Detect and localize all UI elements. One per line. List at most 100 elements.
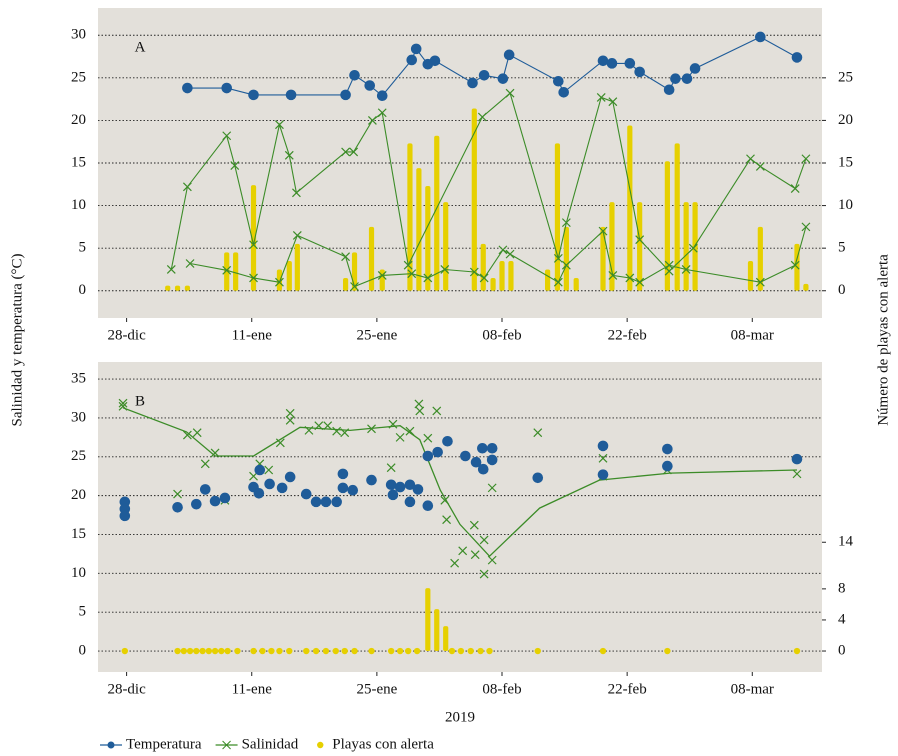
marker — [450, 558, 460, 568]
dot — [351, 647, 358, 655]
y-tick-label: 0 — [79, 282, 87, 298]
dot — [793, 647, 801, 655]
marker-stroke — [450, 558, 460, 568]
marker — [377, 108, 387, 118]
series-line — [187, 36, 798, 97]
marker-stroke — [664, 260, 674, 270]
marker — [598, 453, 608, 463]
marker — [790, 260, 800, 270]
dot — [286, 647, 293, 655]
marker — [387, 489, 399, 501]
marker — [606, 58, 618, 69]
marker — [210, 448, 220, 458]
legend-symbol — [222, 740, 231, 750]
bar — [379, 269, 385, 291]
marker — [597, 440, 609, 452]
marker — [366, 474, 377, 486]
marker-stroke — [377, 108, 387, 118]
marker — [429, 55, 441, 67]
marker — [386, 463, 396, 473]
marker-stroke — [801, 154, 811, 164]
marker — [558, 87, 569, 98]
bar — [757, 226, 763, 291]
marker — [608, 97, 618, 107]
y-tick-label: 0 — [79, 642, 87, 658]
marker — [249, 273, 258, 283]
y-axis-label: Salinidad y temperatura (°C) — [9, 253, 25, 426]
marker — [192, 428, 202, 438]
y-tick-label: 15 — [71, 154, 86, 170]
dot — [193, 647, 200, 655]
marker — [487, 555, 497, 565]
y2-tick-label: 20 — [838, 112, 853, 128]
marker — [405, 426, 415, 436]
marker-stroke — [442, 515, 452, 525]
bar — [573, 277, 579, 291]
marker-stroke — [432, 406, 442, 416]
marker-stroke — [377, 270, 387, 280]
marker-stroke — [505, 88, 515, 98]
panel: 0 5 10 15 20 25 30 35 0 4 8 14 28-dic 11-ene 25-ene 08-… — [71, 362, 854, 725]
marker — [664, 260, 674, 270]
marker — [442, 435, 453, 447]
y-tick-label: 30 — [71, 409, 86, 425]
marker — [249, 240, 258, 250]
marker — [209, 495, 221, 507]
marker-stroke — [403, 260, 413, 270]
marker — [230, 161, 240, 170]
marker-stroke — [185, 259, 195, 268]
marker — [625, 273, 635, 283]
marker — [415, 406, 425, 416]
marker-stroke — [200, 459, 210, 469]
marker — [275, 438, 285, 448]
dot — [205, 647, 213, 655]
marker — [173, 489, 182, 499]
dot — [121, 647, 129, 655]
dot — [312, 647, 320, 655]
bar — [443, 626, 449, 652]
marker-stroke — [388, 419, 398, 429]
dot — [186, 647, 194, 655]
marker-stroke — [275, 120, 284, 130]
marker-stroke — [681, 265, 691, 274]
marker — [349, 147, 359, 157]
marker — [440, 495, 450, 505]
marker — [276, 482, 288, 494]
dot — [234, 647, 241, 655]
plot-background — [98, 362, 822, 672]
marker — [347, 484, 359, 496]
marker — [191, 498, 202, 510]
x-tick-label: 28-dic — [107, 681, 146, 697]
marker — [532, 472, 544, 484]
marker — [385, 479, 397, 491]
x-tick-label: 28-dic — [107, 327, 146, 343]
x-tick-label: 11-ene — [232, 327, 273, 343]
dot — [250, 647, 257, 655]
marker — [292, 188, 301, 198]
marker-stroke — [173, 489, 182, 499]
marker-stroke — [386, 463, 396, 473]
marker-stroke — [415, 406, 425, 416]
bar — [563, 226, 569, 291]
x-tick-label: 08-feb — [482, 681, 521, 697]
marker — [310, 496, 322, 508]
marker — [792, 469, 802, 479]
panel-label: B — [135, 393, 145, 409]
marker-stroke — [292, 188, 301, 198]
marker — [323, 421, 333, 431]
marker — [755, 31, 766, 43]
marker — [331, 496, 342, 508]
dot — [180, 647, 188, 655]
marker — [681, 265, 691, 274]
bar — [250, 185, 257, 291]
marker — [367, 115, 377, 125]
x-axis-label: 2019 — [445, 709, 475, 725]
dot — [276, 647, 283, 655]
dot — [224, 647, 231, 655]
marker-stroke — [561, 218, 571, 228]
marker — [340, 89, 351, 101]
marker-stroke — [407, 269, 417, 279]
marker-stroke — [341, 147, 351, 157]
marker — [635, 277, 645, 287]
dot — [368, 647, 375, 655]
